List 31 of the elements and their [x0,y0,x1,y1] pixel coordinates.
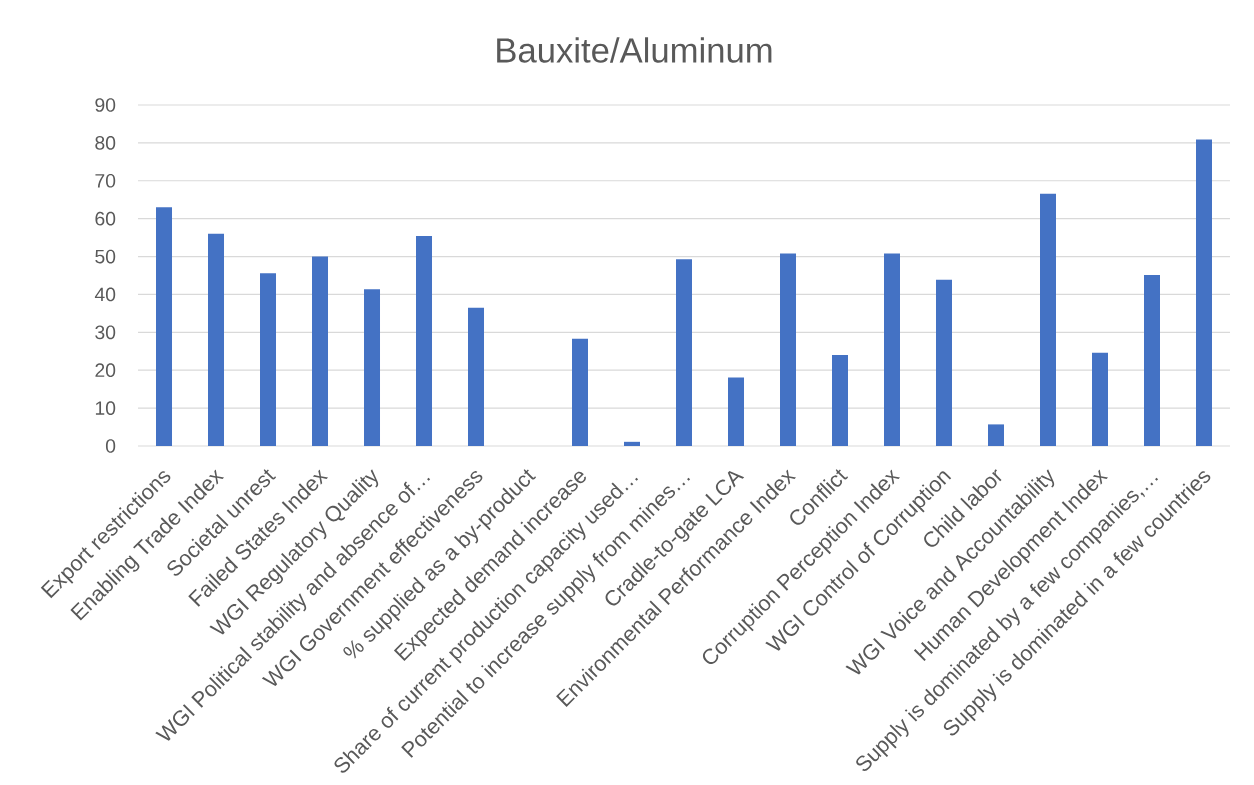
y-tick-label: 90 [95,98,116,112]
bar [624,441,640,446]
bar [312,256,328,446]
bar [468,307,485,446]
y-tick-label: 50 [95,249,116,264]
y-tick-label: 60 [95,211,116,226]
chart-title: Bauxite/Aluminum [497,37,772,63]
bar [988,424,1004,446]
y-tick-label: 40 [94,287,116,302]
bar [208,233,225,446]
y-tick-label: 20 [95,363,116,378]
bar [780,253,796,446]
bar [1092,352,1108,446]
bar [884,253,900,446]
bar [260,273,276,446]
bar [1040,193,1056,446]
bar [1144,275,1160,446]
bar [676,259,692,446]
y-tick-label: 10 [95,401,116,415]
bar [832,355,848,446]
y-tick-label: 80 [95,136,116,150]
bar [416,236,433,446]
y-tick-label: 0 [105,439,116,453]
bar [156,207,173,446]
bar [364,289,381,446]
bar [936,279,952,446]
bar [572,338,588,446]
bar [728,377,744,446]
y-tick-label: 30 [95,325,116,340]
y-tick-label: 70 [95,173,116,188]
bar [1196,139,1212,446]
